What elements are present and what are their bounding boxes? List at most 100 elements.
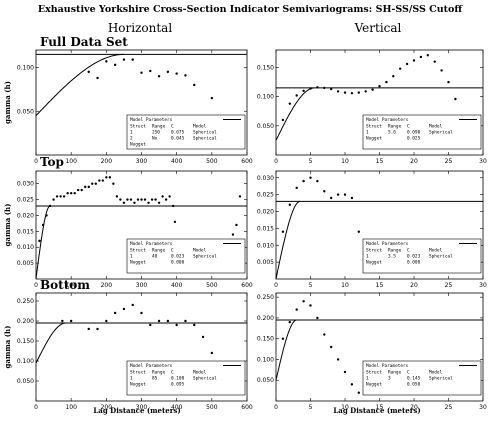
data-point: [357, 391, 360, 394]
data-point: [108, 176, 112, 179]
data-point: [454, 97, 457, 101]
x-tick-label: 300: [136, 158, 148, 165]
data-point: [80, 188, 83, 192]
data-point: [419, 55, 423, 59]
data-point: [87, 327, 90, 331]
data-point: [343, 370, 347, 374]
data-point: [101, 179, 105, 182]
data-point: [350, 383, 354, 386]
legend-cell: 5.6: [388, 130, 396, 136]
data-point: [302, 179, 305, 183]
data-point: [440, 69, 443, 72]
data-point: [193, 323, 196, 327]
y-tick-label: 0.010: [257, 242, 274, 249]
data-point: [77, 188, 80, 192]
data-point: [115, 195, 119, 198]
data-point: [405, 62, 409, 66]
legend-box: [362, 114, 482, 150]
x-tick-label: 0: [274, 282, 278, 289]
x-tick-label: 600: [241, 404, 253, 411]
data-point: [302, 300, 305, 303]
data-point: [96, 327, 99, 331]
legend-cell: 250: [152, 130, 160, 136]
legend-cell: Model: [429, 370, 443, 376]
data-point: [133, 201, 136, 204]
data-point: [149, 323, 152, 327]
legend-cell: Model: [429, 124, 443, 130]
data-point: [433, 60, 436, 63]
legend-cell: Struct: [130, 370, 146, 376]
data-point: [235, 223, 238, 227]
x-tick-label: 10: [341, 282, 349, 289]
x-tick-label: 30: [479, 404, 487, 411]
legend-box: [362, 238, 482, 274]
x-tick-label: 0: [34, 404, 38, 411]
x-tick-label: 200: [101, 282, 113, 289]
legend-cell: Struct: [366, 370, 382, 376]
data-point: [113, 63, 117, 67]
legend-cell: 1: [366, 376, 369, 382]
model-curve: [275, 87, 315, 141]
legend-cell: 0.090: [407, 130, 421, 136]
data-point: [52, 198, 55, 201]
data-point: [131, 303, 134, 307]
row-label-full-data-set: Full Data Set: [40, 35, 128, 49]
legend-cell: Range: [388, 124, 402, 130]
y-axis-label: gamma (h): [3, 326, 12, 369]
legend-cell: C: [407, 370, 410, 376]
data-point: [147, 201, 150, 204]
data-point: [62, 195, 66, 198]
data-point: [238, 195, 242, 198]
legend-cell: 0.000: [407, 260, 421, 266]
x-tick-label: 400: [171, 282, 183, 289]
data-point: [364, 90, 367, 93]
data-point: [59, 195, 62, 198]
data-point: [91, 182, 94, 185]
data-point: [309, 176, 312, 179]
data-point: [412, 59, 416, 62]
data-point: [350, 196, 354, 200]
data-point: [105, 60, 108, 63]
y-tick-label: 0.250: [257, 294, 274, 301]
data-point: [66, 192, 69, 195]
panel-top-horizontal: 0 100 200 300 400 500 600 0.005 0.010 0.015 0.020 0…: [3, 170, 253, 289]
legend-cell: 2: [130, 136, 133, 142]
data-point: [48, 204, 52, 208]
model-curve: [35, 53, 124, 116]
legend-cell: C: [171, 370, 174, 376]
panel-bottom-vertical: 0 5 10 15 20 25 30 0.050 0.100 0.150 0.200 0.250 Mod…: [257, 292, 487, 411]
y-tick-label: 0.030: [257, 175, 274, 182]
legend-title: Model Parameters: [130, 363, 173, 369]
y-tick-label: 0.150: [257, 65, 274, 72]
legend-cell: 40: [152, 254, 158, 260]
data-point: [140, 198, 143, 201]
data-point: [316, 316, 319, 320]
y-axis-label: gamma (h): [3, 81, 12, 124]
x-tick-label: 5: [309, 282, 313, 289]
x-tick-label: 20: [410, 404, 418, 411]
legend-cell: 0.075: [171, 130, 185, 136]
legend-cell: Range: [388, 370, 402, 376]
legend-cell: C: [171, 248, 174, 254]
legend-cell: Model: [429, 248, 443, 254]
data-point: [447, 80, 450, 84]
legend-cell: Struct: [366, 124, 382, 130]
panel-top-vertical: 0 5 10 15 20 25 30 0.005 0.010 0.015 0.020 0.025 0.0…: [257, 170, 487, 289]
data-point: [41, 223, 45, 227]
data-point: [357, 230, 360, 233]
legend-cell: 0.100: [171, 376, 185, 382]
data-point: [343, 193, 347, 196]
y-tick-label: 0.100: [257, 356, 274, 363]
legend-cell: Model: [193, 248, 207, 254]
legend-cell: 1: [130, 254, 133, 260]
data-point: [378, 84, 381, 88]
data-point: [87, 70, 90, 74]
legend-cell: Spherical: [193, 136, 217, 142]
legend-cell: Nugget: [130, 142, 146, 148]
y-axis-label: gamma (h): [3, 204, 12, 247]
figure-title: Exhaustive Yorkshire Cross-Section Indic…: [38, 4, 464, 15]
x-tick-label: 25: [445, 158, 453, 165]
